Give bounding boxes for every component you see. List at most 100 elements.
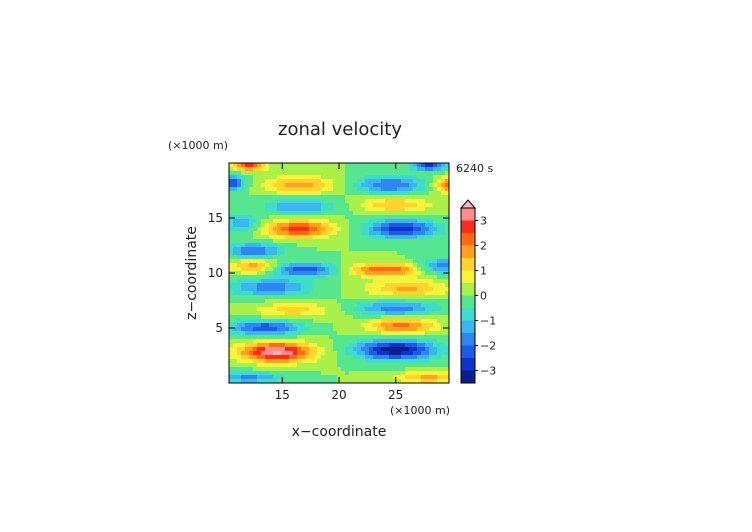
- field-cell: [265, 319, 270, 324]
- field-cell: [421, 335, 426, 340]
- field-cell: [313, 243, 318, 248]
- field-cell: [305, 331, 310, 336]
- field-cell: [321, 163, 326, 168]
- field-cell: [425, 347, 430, 352]
- field-cell: [409, 167, 414, 172]
- field-cell: [413, 199, 418, 204]
- field-cell: [245, 367, 250, 372]
- field-cell: [441, 359, 446, 364]
- field-cell: [397, 171, 402, 176]
- field-cell: [417, 359, 422, 364]
- field-cell: [441, 207, 446, 212]
- field-cell: [353, 251, 358, 256]
- field-cell: [265, 359, 270, 364]
- field-cell: [429, 291, 434, 296]
- field-cell: [301, 303, 306, 308]
- field-cell: [237, 223, 242, 228]
- colorbar-swatch: [461, 245, 475, 258]
- field-cell: [241, 331, 246, 336]
- field-cell: [413, 219, 418, 224]
- field-cell: [237, 195, 242, 200]
- field-cell: [389, 323, 394, 328]
- field-cell: [257, 295, 262, 300]
- field-cell: [393, 267, 398, 272]
- field-cell: [349, 279, 354, 284]
- field-cell: [325, 279, 330, 284]
- field-cell: [349, 307, 354, 312]
- field-cell: [325, 347, 330, 352]
- field-cell: [441, 275, 446, 280]
- field-cell: [233, 163, 238, 168]
- field-cell: [425, 355, 430, 360]
- field-cell: [349, 339, 354, 344]
- field-cell: [325, 255, 330, 260]
- field-cell: [333, 223, 338, 228]
- field-cell: [341, 303, 346, 308]
- chart-title: zonal velocity: [278, 119, 402, 140]
- field-cell: [241, 359, 246, 364]
- field-cell: [321, 267, 326, 272]
- field-cell: [317, 287, 322, 292]
- field-cell: [229, 279, 234, 284]
- field-cell: [393, 207, 398, 212]
- field-cell: [385, 319, 390, 324]
- field-cell: [365, 179, 370, 184]
- field-cell: [401, 191, 406, 196]
- field-cell: [381, 251, 386, 256]
- field-cell: [361, 215, 366, 220]
- field-cell: [329, 291, 334, 296]
- field-cell: [321, 243, 326, 248]
- field-cell: [405, 371, 410, 376]
- field-cell: [281, 319, 286, 324]
- field-cell: [389, 275, 394, 280]
- field-cell: [289, 335, 294, 340]
- field-cell: [261, 163, 266, 168]
- field-cell: [321, 331, 326, 336]
- field-cell: [421, 179, 426, 184]
- field-cell: [265, 183, 270, 188]
- field-cell: [393, 359, 398, 364]
- field-cell: [241, 379, 246, 384]
- field-cell: [297, 263, 302, 268]
- field-cell: [249, 283, 254, 288]
- field-cell: [429, 335, 434, 340]
- field-cell: [441, 187, 446, 192]
- field-cell: [405, 347, 410, 352]
- field-cell: [349, 255, 354, 260]
- field-cell: [289, 367, 294, 372]
- field-cell: [257, 203, 262, 208]
- field-cell: [273, 327, 278, 332]
- field-cell: [349, 263, 354, 268]
- field-cell: [417, 339, 422, 344]
- field-cell: [417, 219, 422, 224]
- field-cell: [381, 183, 386, 188]
- field-cell: [293, 247, 298, 252]
- field-cell: [417, 171, 422, 176]
- colorbar-tick-label: 1: [480, 265, 487, 278]
- field-cell: [277, 371, 282, 376]
- field-cell: [393, 343, 398, 348]
- field-cell: [349, 239, 354, 244]
- field-cell: [309, 179, 314, 184]
- field-cell: [281, 223, 286, 228]
- field-cell: [265, 371, 270, 376]
- field-cell: [405, 331, 410, 336]
- field-cell: [229, 259, 234, 264]
- field-cell: [393, 227, 398, 232]
- field-cell: [405, 175, 410, 180]
- field-cell: [421, 195, 426, 200]
- field-cell: [297, 303, 302, 308]
- field-cell: [381, 315, 386, 320]
- field-cell: [377, 315, 382, 320]
- field-cell: [233, 251, 238, 256]
- field-cell: [293, 299, 298, 304]
- field-cell: [285, 211, 290, 216]
- field-cell: [405, 343, 410, 348]
- field-cell: [429, 343, 434, 348]
- field-cell: [425, 211, 430, 216]
- field-cell: [409, 379, 414, 384]
- field-cell: [253, 347, 258, 352]
- field-cell: [357, 183, 362, 188]
- field-cell: [333, 203, 338, 208]
- field-cell: [257, 167, 262, 172]
